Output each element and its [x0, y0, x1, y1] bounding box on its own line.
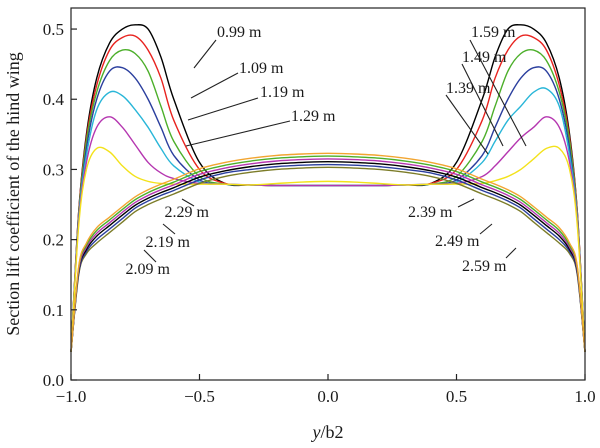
annotation-leader-1-29-m — [185, 120, 291, 147]
annotation-label-2-09-m: 2.09 m — [126, 261, 171, 278]
series-line-1-09-m — [70, 34, 586, 352]
y-tick-label: 0.0 — [43, 371, 64, 390]
annotation-leader-2-29-m — [181, 198, 195, 207]
annotation-leader-2-49-m — [479, 223, 493, 235]
annotation-leader-1-39-m — [445, 94, 489, 155]
annotation-leader-1-09-m — [190, 72, 239, 99]
annotation-label-1-39-m: 1.39 m — [446, 80, 491, 97]
annotation-label-2-29-m: 2.29 m — [165, 204, 210, 221]
annotation-label-2-59-m: 2.59 m — [462, 258, 507, 275]
series-line-1-39-m — [70, 87, 586, 352]
x-axis: −1.0 −0.5 0.0 0.5 1.0 — [56, 374, 596, 406]
x-tick-label: −0.5 — [184, 387, 215, 406]
series-line-2-39-m — [70, 158, 586, 352]
x-tick-label: 1.0 — [574, 387, 595, 406]
y-axis-title: Section lift coefficient of the hind win… — [3, 52, 23, 336]
x-axis-title-rest: /b2 — [320, 422, 343, 442]
y-tick-label: 0.1 — [43, 301, 64, 320]
curve-annotations: 0.99 m 1.09 m 1.19 m 1.29 m 1.59 m 1.49 m 1.39… — [126, 24, 527, 278]
series-line-1-59-m — [70, 145, 586, 352]
annotation-leader-1-19-m — [187, 97, 259, 121]
annotation-leader-2-39-m — [457, 198, 475, 208]
annotation-label-1-59-m: 1.59 m — [471, 24, 516, 41]
series-line-2-19-m — [70, 163, 586, 352]
annotation-label-1-19-m: 1.19 m — [260, 84, 305, 101]
annotation-label-2-39-m: 2.39 m — [408, 204, 453, 221]
series-layer — [70, 24, 586, 352]
annotation-label-1-49-m: 1.49 m — [462, 49, 507, 66]
plot-frame — [70, 7, 586, 381]
series-line-0-99-m — [70, 24, 586, 352]
annotation-leader-2-09-m — [143, 249, 157, 263]
annotation-label-2-19-m: 2.19 m — [146, 234, 191, 251]
annotation-label-2-49-m: 2.49 m — [435, 233, 480, 250]
x-tick-label: 0.5 — [446, 387, 467, 406]
series-line-2-09-m — [70, 166, 586, 352]
annotation-leader-1-49-m — [461, 63, 504, 147]
y-axis: 0.0 0.1 0.2 0.3 0.4 0.5 — [43, 20, 77, 390]
series-line-1-49-m — [70, 116, 586, 352]
x-tick-label: 0.0 — [317, 387, 338, 406]
annotation-leader-1-59-m — [469, 39, 527, 147]
y-tick-label: 0.2 — [43, 231, 64, 250]
x-tick-label: −1.0 — [56, 387, 87, 406]
annotation-label-1-09-m: 1.09 m — [239, 60, 284, 77]
y-tick-label: 0.4 — [43, 90, 65, 109]
annotation-label-1-29-m: 1.29 m — [291, 108, 336, 125]
y-tick-label: 0.3 — [43, 160, 64, 179]
x-axis-title-variable: y — [310, 422, 320, 442]
annotation-leader-0-99-m — [193, 39, 217, 69]
series-line-2-49-m — [70, 155, 586, 352]
annotation-leader-2-59-m — [505, 247, 517, 259]
annotation-label-0-99-m: 0.99 m — [217, 24, 262, 41]
annotation-leader-2-19-m — [162, 223, 176, 235]
series-line-2-59-m — [70, 152, 586, 352]
series-line-2-29-m — [70, 161, 586, 352]
x-axis-title: y/b2 — [310, 422, 343, 442]
y-tick-label: 0.5 — [43, 20, 64, 39]
